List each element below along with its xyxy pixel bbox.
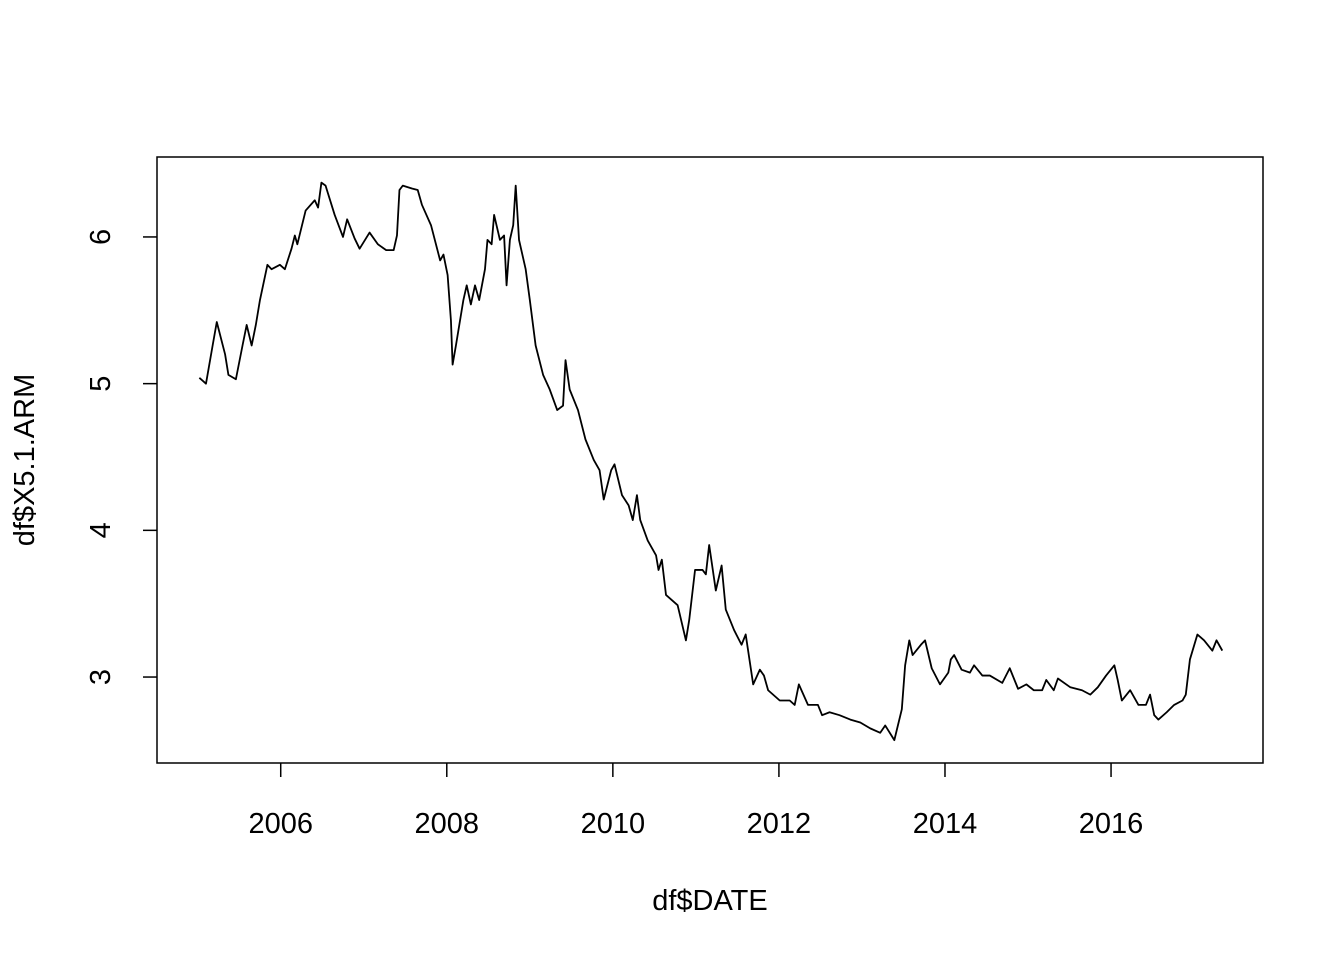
x-axis-label: df$DATE bbox=[652, 885, 768, 917]
y-tick-label: 6 bbox=[85, 229, 117, 245]
y-tick-label: 5 bbox=[85, 376, 117, 392]
x-tick-label: 2006 bbox=[248, 808, 313, 840]
plot-box bbox=[156, 156, 1264, 764]
x-tick-label: 2016 bbox=[1079, 808, 1144, 840]
y-tick-label: 3 bbox=[85, 669, 117, 685]
x-tick-label: 2010 bbox=[581, 808, 646, 840]
line bbox=[198, 181, 1224, 742]
x-tick-label: 2008 bbox=[415, 808, 480, 840]
y-axis-label: df$X5.1.ARM bbox=[9, 374, 41, 546]
x-tick-label: 2012 bbox=[747, 808, 812, 840]
x-tick-label: 2014 bbox=[913, 808, 978, 840]
y-tick-label: 4 bbox=[85, 522, 117, 538]
